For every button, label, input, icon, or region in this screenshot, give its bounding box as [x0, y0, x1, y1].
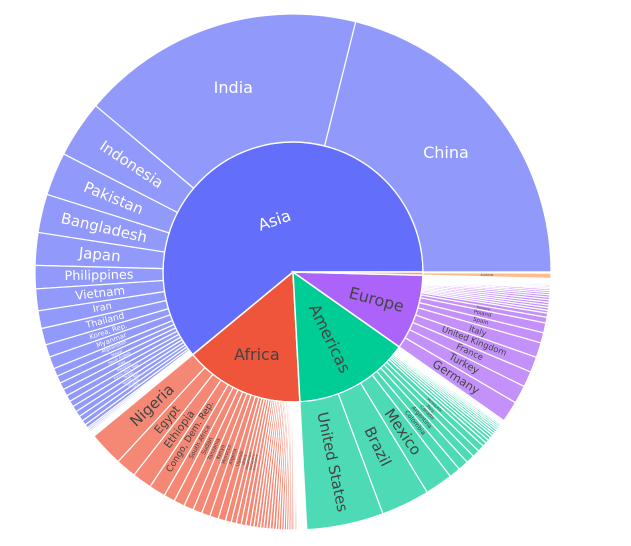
sector-china[interactable] [323, 20, 552, 273]
sector-new-zealand[interactable] [422, 271, 552, 274]
sector-india[interactable] [94, 13, 357, 190]
